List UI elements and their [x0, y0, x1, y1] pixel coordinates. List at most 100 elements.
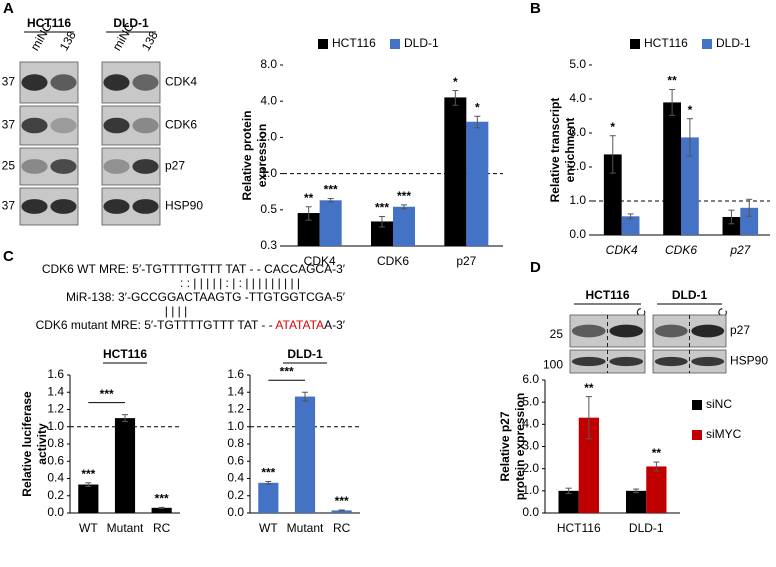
legend-swatch [630, 39, 640, 49]
significance: * [610, 120, 615, 134]
chart-title: DLD-1 [287, 347, 323, 361]
x-tick-label: RC [333, 521, 351, 535]
error-bar [305, 206, 312, 221]
y-tick-label: 2.0 [569, 159, 586, 173]
error-bar [265, 481, 272, 485]
x-tick-label: RC [153, 521, 171, 535]
x-tick-label: CDK6 [377, 254, 409, 268]
significance: ** [652, 446, 662, 460]
legend-swatch [390, 39, 400, 49]
y-tick-label: 0.0 [227, 505, 244, 519]
chart-title: HCT116 [103, 347, 147, 361]
bar [681, 137, 699, 235]
error-bar [474, 115, 481, 129]
y-axis-label: Relative luciferase [20, 391, 34, 497]
bar [466, 121, 489, 246]
significance: *** [335, 494, 349, 508]
error-bar [565, 487, 572, 494]
y-tick-label: 1.0 [569, 193, 586, 207]
size-marker: 37 [2, 75, 16, 89]
bar [258, 482, 279, 513]
bar [297, 213, 320, 246]
bar [603, 154, 622, 235]
band [21, 117, 48, 134]
y-tick-label: 3.0 [569, 125, 586, 139]
bar [663, 102, 681, 236]
band [132, 159, 159, 174]
band [103, 117, 130, 134]
size-marker: 37 [2, 118, 16, 132]
y-tick-label: 2.0 [522, 461, 539, 475]
x-tick-label: CDK4 [304, 254, 336, 268]
legend-label: siMYC [706, 427, 742, 441]
significance: *** [261, 466, 275, 480]
error-bar [686, 118, 693, 157]
bar [151, 507, 172, 513]
y-tick-label: 0.0 [569, 227, 586, 241]
y-axis-label: protein expression [513, 393, 527, 500]
bar [621, 216, 640, 235]
size-marker: 25 [550, 327, 564, 341]
band [132, 199, 159, 214]
x-tick-label: Mutant [287, 521, 324, 535]
bar [393, 206, 415, 246]
x-tick-label: DLD-1 [629, 521, 664, 535]
y-tick-label: 0.4 [227, 471, 244, 485]
x-tick-label: WT [79, 521, 98, 535]
significance: *** [375, 201, 389, 215]
error-bar [609, 135, 616, 174]
y-tick-label: 1.4 [47, 384, 64, 398]
significance: ** [304, 191, 314, 205]
x-tick-label: CDK4 [606, 243, 638, 257]
bar [114, 418, 136, 513]
panel-label: C [3, 248, 14, 265]
band [609, 356, 644, 367]
bar [444, 97, 467, 247]
sequence-part: A-3′ [324, 318, 346, 332]
y-tick-label: 5.0 [522, 394, 539, 408]
error-bar [746, 198, 753, 217]
legend-swatch [692, 430, 702, 440]
y-tick-label: 0.0 [47, 505, 64, 519]
y-tick-label: 0.8 [227, 436, 244, 450]
legend-label: siNC [706, 397, 732, 411]
y-tick-label: 1.2 [227, 402, 244, 416]
y-tick-label: 4.0 [522, 417, 539, 431]
sequence-part: CDK6 mutant MRE: 5′-TGTTTTGTTT TAT - - [36, 318, 276, 332]
x-tick-label: p27 [729, 243, 751, 257]
significance: *** [155, 492, 169, 506]
y-tick-label: 1.0 [260, 166, 277, 180]
significance: * [688, 103, 693, 117]
panel-label: B [530, 0, 541, 17]
bar [371, 221, 393, 246]
y-tick-label: 0.6 [227, 453, 244, 467]
y-axis-label: expression [255, 124, 269, 187]
error-bar [302, 391, 308, 402]
band [50, 117, 77, 134]
band [103, 74, 130, 91]
panel-label: A [3, 0, 14, 17]
pairing: : : | | | | | : | : | | | | | | | | | [180, 276, 300, 290]
significance: *** [324, 183, 338, 197]
bar [294, 396, 316, 513]
y-axis-label: Relative protein [240, 110, 254, 200]
band [21, 159, 48, 174]
legend-swatch [318, 39, 328, 49]
bar [626, 490, 647, 513]
error-bar [633, 488, 640, 494]
x-tick-label: WT [259, 521, 278, 535]
y-tick-label: 0.0 [522, 505, 539, 519]
legend-label: DLD-1 [716, 36, 751, 50]
band [654, 356, 688, 367]
y-tick-label: 5.0 [569, 57, 586, 71]
protein: CDK4 [165, 75, 197, 89]
y-axis-label: enrichment [563, 118, 577, 183]
x-tick-label: HCT116 [557, 521, 601, 535]
bar [319, 200, 342, 246]
bar [578, 417, 599, 513]
error-bar [452, 90, 459, 106]
band [571, 324, 606, 338]
size-marker: 37 [2, 199, 16, 213]
band [691, 356, 725, 367]
